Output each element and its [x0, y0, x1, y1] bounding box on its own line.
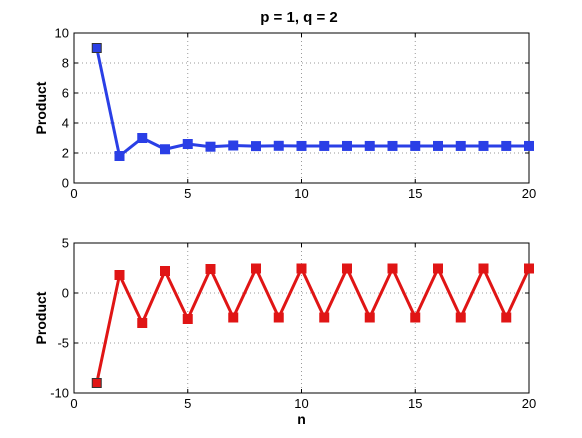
data-point-marker — [273, 140, 284, 151]
y-tick-label: 0 — [62, 286, 69, 301]
y-tick-label: -10 — [50, 386, 69, 401]
data-point-marker — [160, 266, 170, 276]
data-point-marker — [114, 270, 125, 280]
data-point-marker — [433, 263, 443, 274]
x-tick-label: 5 — [184, 186, 191, 201]
y-tick-label: 6 — [62, 86, 69, 101]
data-point-marker — [410, 312, 421, 323]
y-axis-label: Product — [33, 81, 49, 134]
y-tick-label: 10 — [55, 26, 69, 41]
data-point-marker — [137, 133, 148, 143]
data-point-marker — [455, 140, 466, 151]
x-tick-label: 15 — [408, 396, 422, 411]
y-axis-label: Product — [33, 291, 49, 344]
data-point-marker — [501, 312, 512, 323]
x-tick-label: 20 — [522, 396, 536, 411]
data-point-marker — [342, 263, 352, 274]
data-point-marker — [478, 263, 489, 274]
data-point-marker — [205, 141, 216, 152]
data-point-marker — [478, 140, 489, 151]
series-line-1 — [95, 47, 529, 158]
data-point-marker — [387, 263, 398, 274]
data-point-marker — [296, 140, 307, 151]
data-point-marker — [364, 140, 375, 151]
data-point-marker — [501, 140, 512, 151]
data-point-marker — [91, 43, 102, 53]
data-point-marker — [342, 140, 352, 151]
data-point-marker — [455, 312, 466, 323]
x-tick-label: 5 — [184, 396, 191, 411]
x-tick-label: 0 — [70, 396, 77, 411]
data-point-marker — [273, 312, 284, 323]
data-point-marker — [364, 312, 375, 323]
data-point-marker — [182, 314, 193, 324]
data-point-marker — [205, 264, 216, 274]
x-tick-label: 10 — [294, 186, 308, 201]
data-point-marker — [182, 139, 193, 149]
chart-title: p = 1, q = 2 — [260, 9, 338, 26]
y-tick-label: 8 — [62, 56, 69, 71]
data-point-marker — [228, 140, 239, 151]
data-point-marker — [524, 140, 534, 151]
chart-1: 0 5 10 15 20 0 2 4 6 8 10 Product — [33, 26, 536, 202]
axes-frame — [73, 32, 530, 184]
data-point-marker — [433, 140, 443, 151]
data-point-marker — [319, 312, 330, 323]
x-tick-label: 20 — [522, 186, 536, 201]
series-line-1 — [95, 267, 531, 384]
data-point-marker — [524, 263, 534, 274]
y-tick-label: 2 — [62, 146, 69, 161]
data-point-marker — [319, 140, 330, 151]
x-tick-label: 0 — [70, 186, 77, 201]
data-point-marker — [228, 312, 239, 323]
y-tick-label: -5 — [57, 336, 69, 351]
x-tick-label: 15 — [408, 186, 422, 201]
y-tick-label: 5 — [62, 236, 69, 251]
x-tick-label: 10 — [294, 396, 308, 411]
data-point-marker — [91, 378, 102, 388]
chart-2: 0 5 10 15 20 -10 -5 0 5 Product n — [33, 236, 536, 428]
data-point-marker — [251, 263, 261, 274]
data-point-marker — [296, 263, 307, 274]
data-point-marker — [387, 140, 398, 151]
data-point-marker — [410, 140, 421, 151]
y-tick-label: 4 — [62, 116, 69, 131]
x-axis-label: n — [297, 411, 306, 427]
y-tick-label: 0 — [62, 176, 69, 191]
data-point-marker — [137, 318, 148, 328]
data-point-marker — [114, 151, 125, 161]
data-point-marker — [251, 141, 261, 152]
data-point-marker — [160, 144, 170, 155]
